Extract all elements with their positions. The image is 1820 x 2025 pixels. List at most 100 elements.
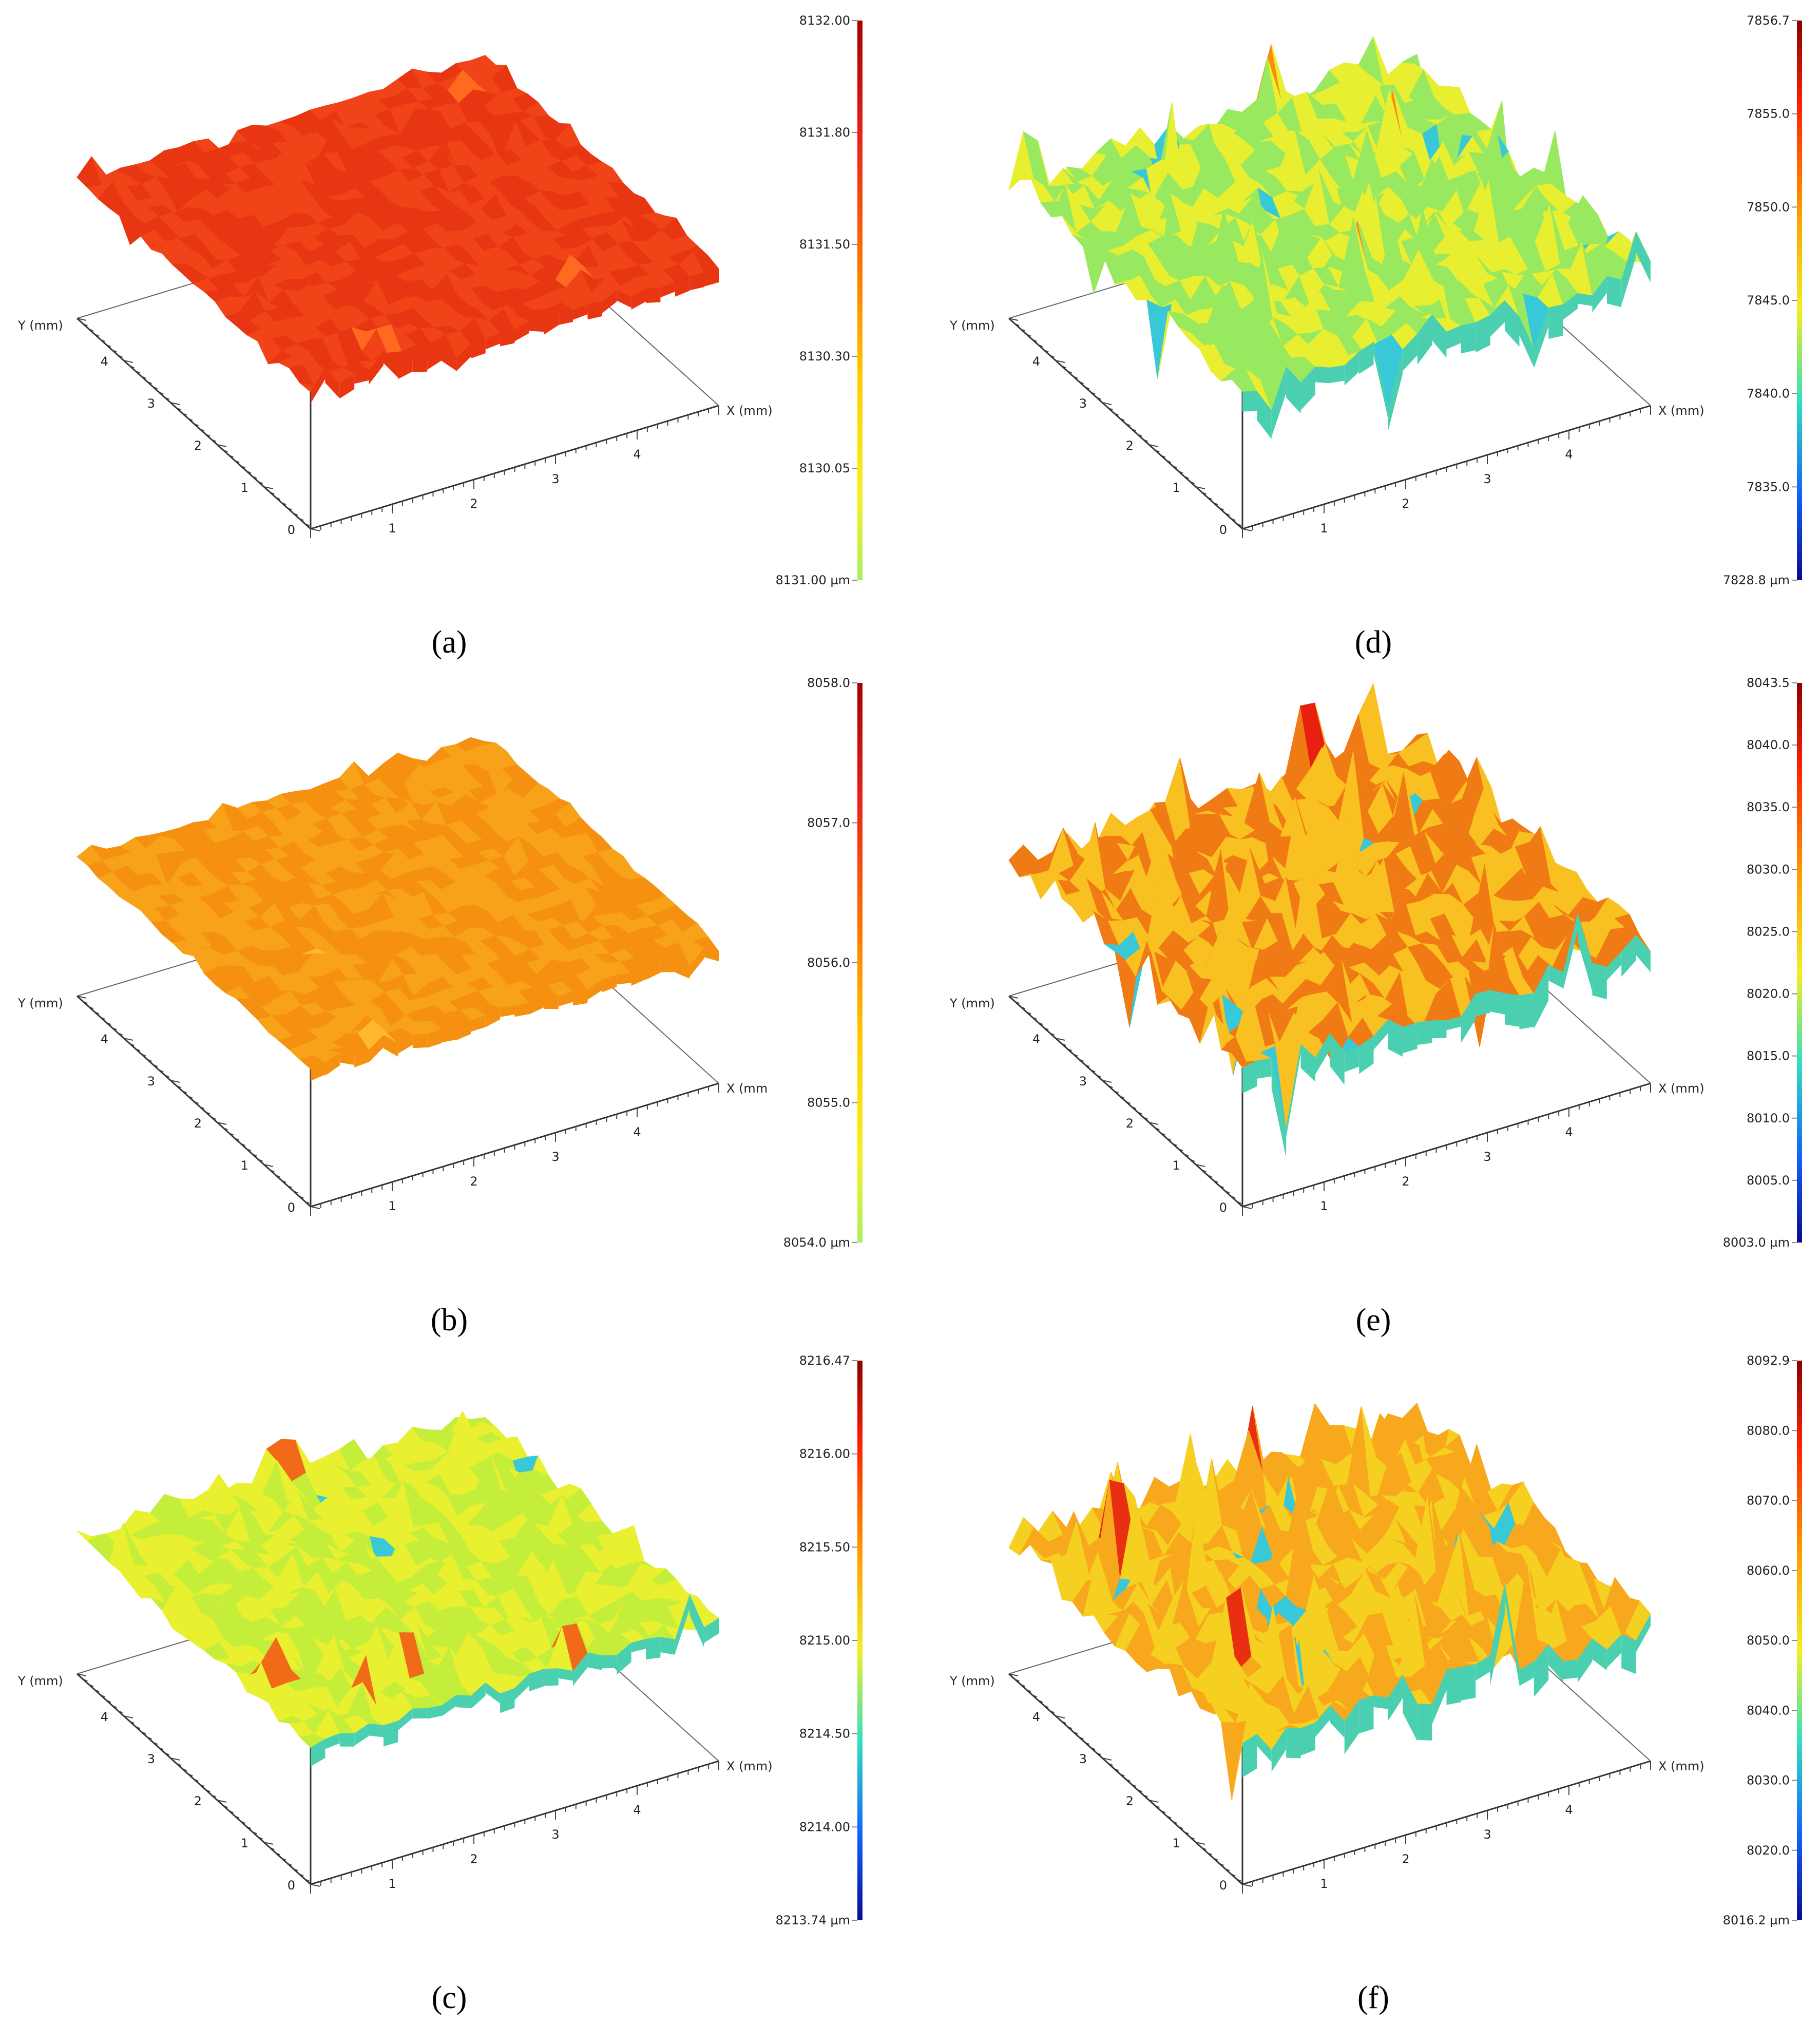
colorbar-label: 8131.50 [799,237,850,252]
y-tick-mark [275,1852,281,1856]
y-tick-mark [194,1779,199,1782]
x-tick-label: 3 [1483,1827,1491,1842]
y-tick-label: 0 [1219,523,1227,537]
surface-skirt [500,1688,515,1713]
y-tick-mark [194,423,199,426]
x-tick-label: 2 [1402,496,1409,511]
colorbar-label: 7845.0 [1747,293,1790,308]
y-tick-mark [1131,428,1137,432]
surface-skirt [558,991,573,1007]
surface-skirt [1388,349,1403,431]
surface-skirt [1373,342,1388,419]
surface-skirt [1359,1695,1374,1733]
colorbar-d: 7856.7 7855.0 7850.0 7845.0 7840.0 7835.0 7828… [1723,13,1802,587]
surface-skirt [558,1668,573,1681]
surface-skirt [1373,1019,1388,1050]
y-tick-mark [176,1763,181,1766]
surface-skirt [514,1673,529,1701]
y-tick-label: 0 [288,1878,295,1893]
y-tick-mark [100,1694,105,1697]
colorbar-e: 8043.5 8040.0 8035.0 8030.0 8025.0 8020.0 8015… [1723,676,1802,1250]
colorbar-f: 8092.9 8080.0 8070.0 8060.0 8050.0 8040.0 8030… [1723,1353,1802,1927]
y-tick-mark [1143,1116,1148,1120]
y-tick-mark [1084,1742,1090,1745]
y-tick-mark [217,1122,227,1125]
surface-skirt [675,1594,690,1654]
surface-skirt [529,996,544,1015]
y-tick-mark [118,1032,123,1036]
y-tick-label: 4 [101,1710,108,1724]
colorbar-label: 8030.0 [1747,862,1790,876]
colorbar-label: 8214.50 [799,1727,850,1741]
y-tick-mark [1119,417,1125,421]
y-tick-label: 2 [1126,1794,1134,1808]
colorbar-label: 7840.0 [1747,387,1790,401]
colorbar-label: 8215.00 [799,1633,850,1648]
x-tick-label: 2 [470,496,477,511]
y-tick-mark [1195,1164,1205,1167]
y-tick-mark [281,1179,286,1183]
surface-skirt [383,351,398,378]
y-tick-mark [1043,349,1049,353]
colorbar-label: 7828.8 µm [1723,573,1790,587]
panel-caption-e: (e) [1355,1303,1391,1338]
y-tick-mark [182,1090,187,1094]
y-tick-mark [1038,344,1043,348]
y-tick-mark [141,375,146,379]
y-tick-mark [1107,1763,1113,1766]
y-tick-mark [205,1111,210,1115]
surface-skirt [398,1034,413,1054]
surface-skirt [369,351,384,385]
surface-skirt [587,301,602,320]
surface-f [1008,1402,1651,1801]
y-tick-mark [135,1048,141,1052]
colorbar-gradient [857,1361,863,1920]
y-tick-mark [176,407,181,411]
colorbar-gradient [1797,1361,1802,1920]
surface-skirt [660,1637,675,1655]
y-tick-mark [118,1710,123,1713]
y-tick-mark [263,1164,274,1167]
surface-skirt [1578,912,1593,992]
y-tick-mark [1242,1206,1252,1209]
y-tick-label: 2 [1126,1116,1134,1131]
colorbar-label: 8057.0 [807,816,850,830]
surface-skirt [485,1682,501,1704]
y-tick-mark [82,1001,88,1004]
y-tick-label: 4 [1032,1710,1040,1724]
y-tick-mark [222,1805,228,1808]
x-tick-label: 1 [1320,1877,1328,1891]
y-tick-mark [147,1736,152,1740]
surface-skirt [544,313,559,335]
y-tick-label: 0 [288,523,295,537]
surface-skirt [544,1668,559,1686]
y-tick-label: 0 [1219,1200,1227,1215]
y-tick-label: 4 [101,1032,108,1046]
surface-skirt [602,974,617,992]
surface-skirt [1359,1036,1374,1074]
y-tick-mark [1172,465,1177,468]
y-tick-mark [1049,354,1055,358]
y-tick-mark [141,1053,146,1057]
surface-skirt [442,348,456,371]
y-tick-mark [1125,423,1131,426]
colorbar-label: 8055.0 [807,1096,850,1110]
y-tick-mark [234,460,240,463]
y-tick-mark [298,1873,304,1877]
surface-skirt [1315,1033,1330,1075]
surface-skirt [471,1015,486,1032]
surface-skirt [369,1035,384,1062]
surface-e [1008,682,1651,1158]
surface-skirt [704,1618,719,1643]
surface-skirt [1519,993,1534,1029]
surface-skirt [1344,1046,1359,1073]
surface-skirt [1388,1019,1403,1057]
y-tick-mark [1061,1043,1066,1046]
surface-skirt [675,276,690,297]
y-tick-mark [1230,1195,1236,1199]
surface-skirt [1432,1020,1447,1039]
surface-skirt [1606,1634,1622,1668]
y-tick-mark [1026,1011,1031,1015]
y-tick-mark [1067,1726,1072,1729]
